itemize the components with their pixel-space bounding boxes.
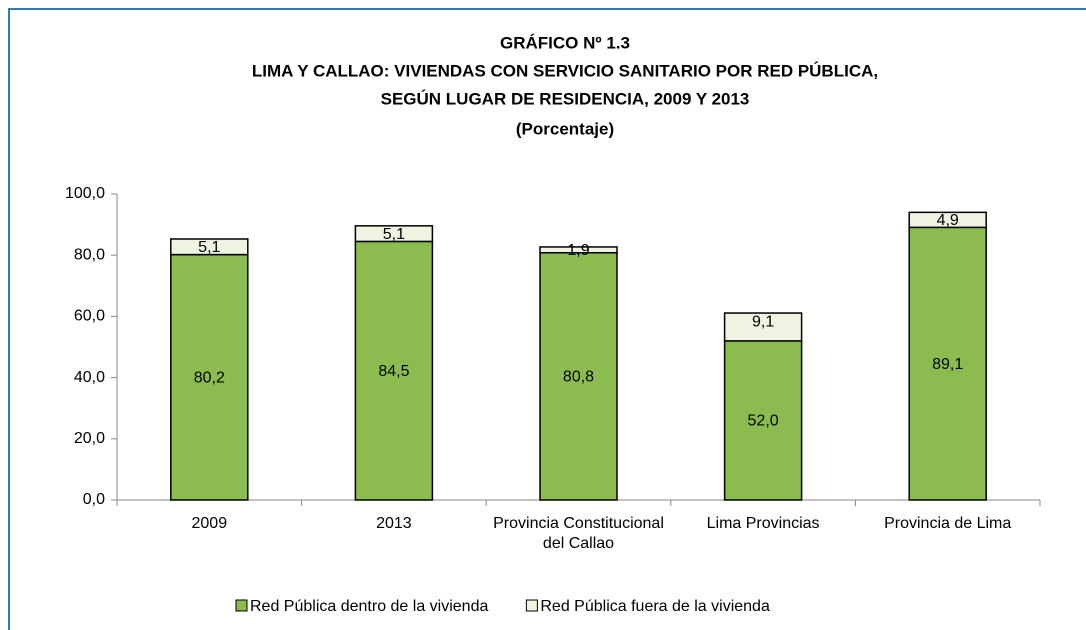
x-tick-label: 2009 [191, 515, 228, 532]
bar-segment [723, 312, 803, 342]
bar-segment [908, 226, 987, 501]
bar-segment [539, 252, 618, 501]
bar-segment [170, 253, 249, 501]
chart-subtitle: SEGÚN LUGAR DE RESIDENCIA, 2009 Y 2013 [381, 89, 750, 108]
x-tick-label: Provincia de Lima [884, 515, 1012, 532]
data-label: 89,1 [932, 356, 963, 373]
data-label: 5,1 [383, 226, 405, 243]
y-tick-label: 20,0 [74, 430, 105, 447]
data-label: 80,8 [563, 369, 594, 386]
chart-subtitle: LIMA Y CALLAO: VIVIENDAS CON SERVICIO SA… [252, 61, 878, 80]
chart-subtitle: (Porcentaje) [516, 119, 614, 138]
bar-segment [539, 246, 618, 254]
data-label: 1,9 [567, 242, 589, 259]
y-tick-label: 0,0 [83, 491, 105, 508]
y-tick-label: 80,0 [74, 246, 105, 263]
data-label: 9,1 [752, 313, 774, 330]
bar-segment [723, 340, 803, 501]
y-tick-label: 60,0 [74, 308, 105, 325]
x-tick-label: Provincia Constitucional del Callao [493, 515, 664, 552]
chart-title: GRÁFICO Nº 1.3 [500, 33, 630, 52]
data-label: 52,0 [748, 413, 779, 430]
data-label: 5,1 [198, 239, 220, 256]
x-tick-label: Lima Provincias [706, 515, 820, 532]
bar-segment [170, 238, 249, 256]
legend-label: Red Pública dentro de la vivienda [250, 598, 488, 615]
frame [8, 8, 1086, 630]
legend-swatch [525, 599, 538, 612]
data-label: 4,9 [937, 212, 959, 229]
bar-segment [908, 211, 987, 229]
bar-segment [354, 225, 434, 243]
y-tick-label: 100,0 [65, 185, 105, 202]
data-label: 80,2 [194, 370, 225, 387]
legend-swatch [235, 599, 248, 612]
legend-label: Red Pública fuera de la vivienda [540, 598, 770, 615]
data-label: 84,5 [378, 363, 409, 380]
x-tick-label: 2013 [376, 515, 412, 532]
y-tick-label: 40,0 [74, 369, 105, 386]
